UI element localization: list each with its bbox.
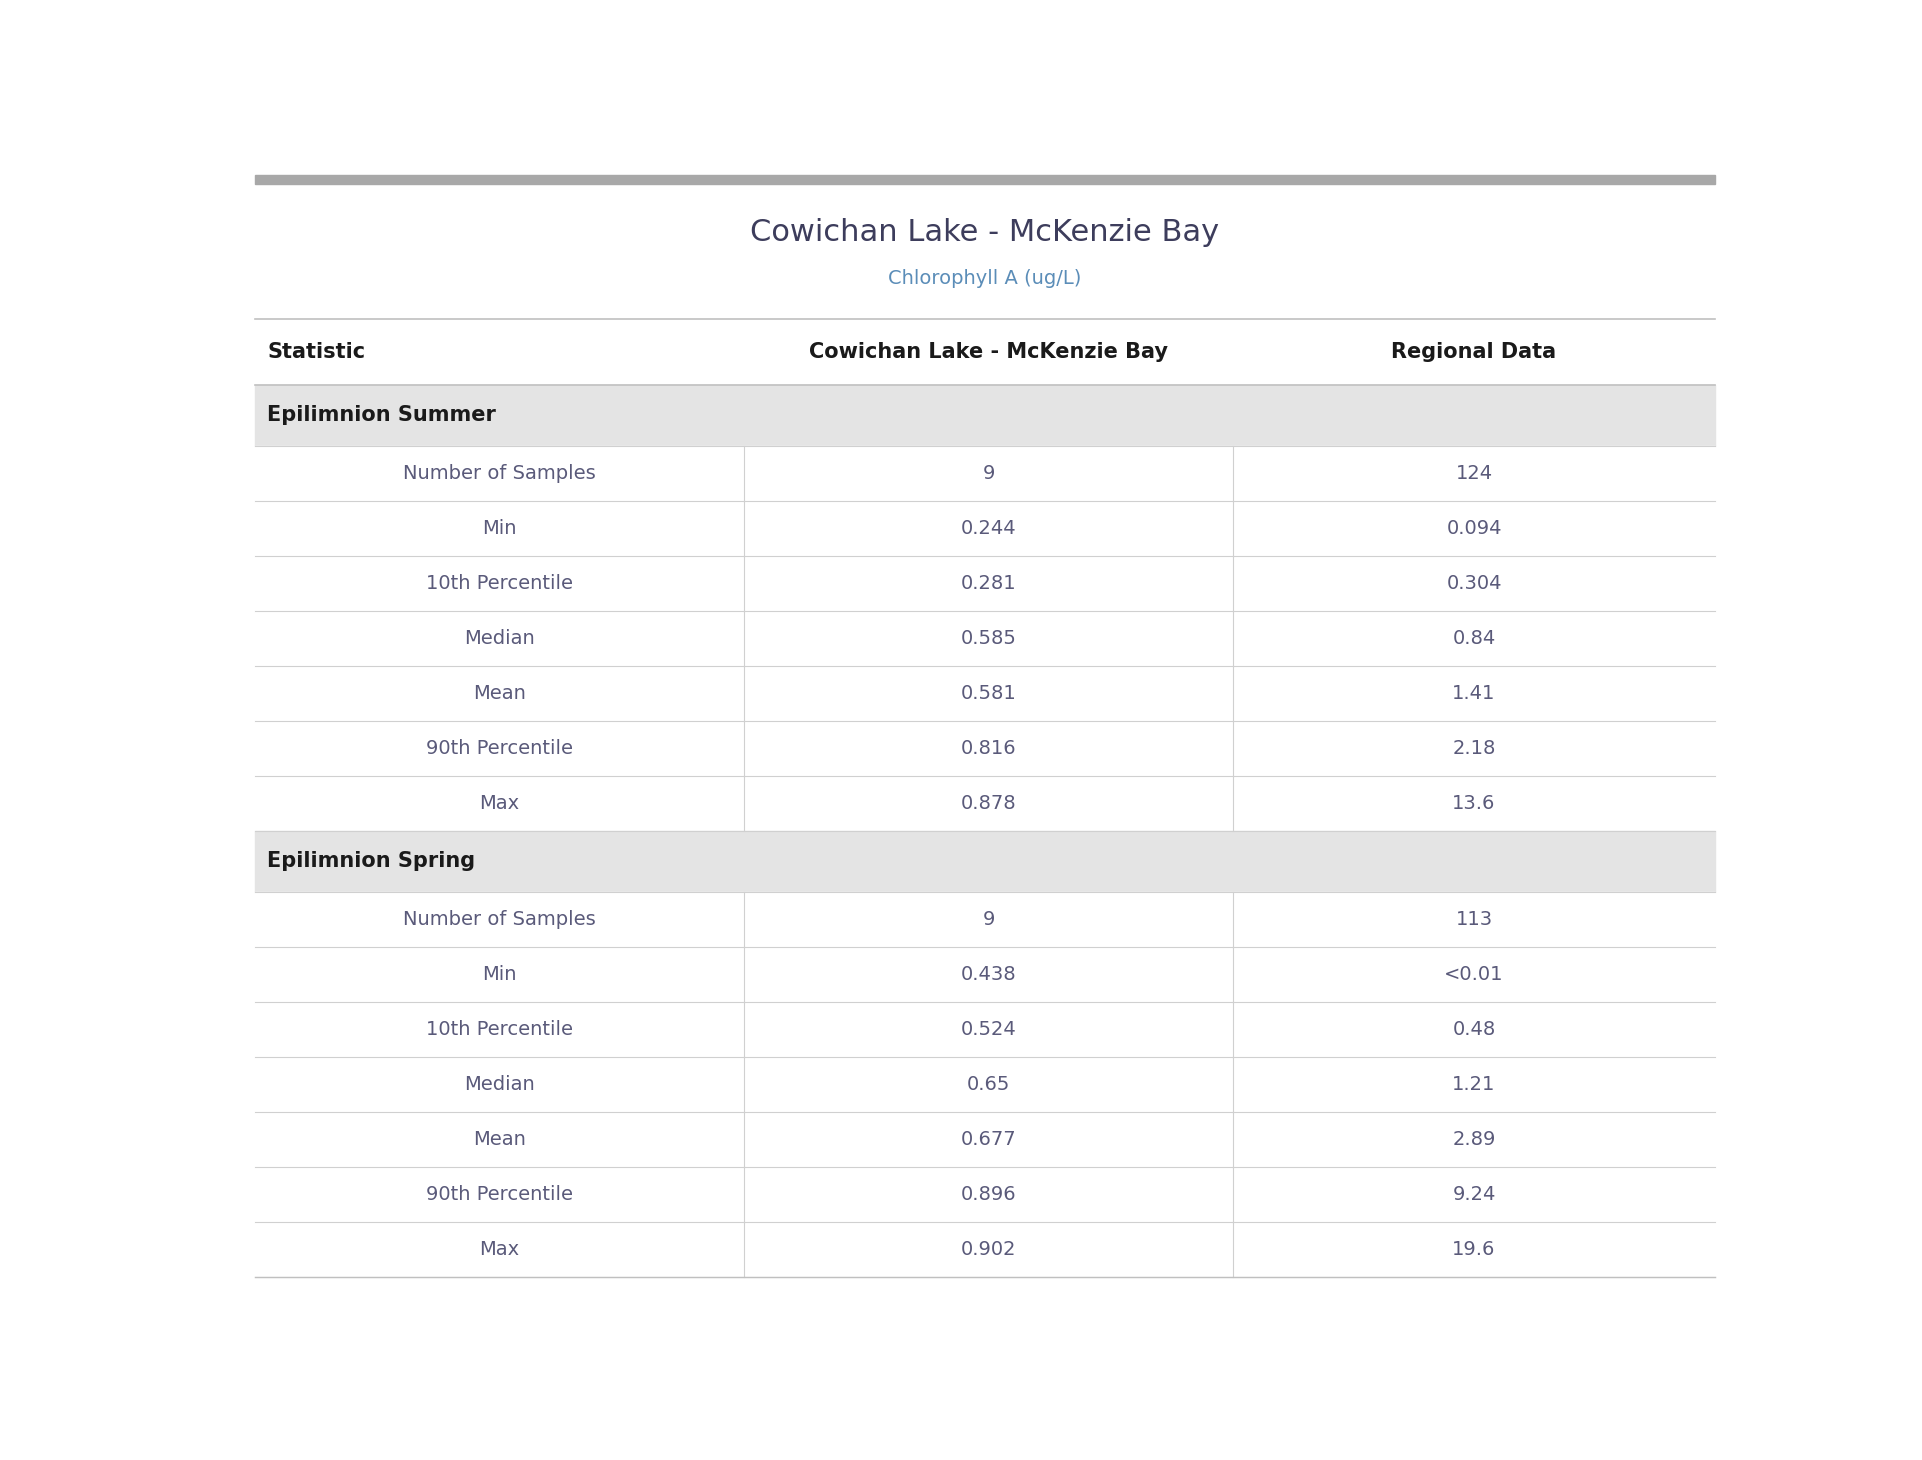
Text: 10th Percentile: 10th Percentile xyxy=(427,1019,573,1038)
Bar xyxy=(256,1111,1714,1167)
Text: 19.6: 19.6 xyxy=(1453,1240,1495,1259)
Bar xyxy=(256,1167,1714,1222)
Text: 0.281: 0.281 xyxy=(961,574,1017,593)
Bar xyxy=(256,775,1714,831)
Bar xyxy=(256,1222,1714,1278)
Text: 124: 124 xyxy=(1455,464,1493,483)
Text: 0.84: 0.84 xyxy=(1453,629,1495,648)
Text: 13.6: 13.6 xyxy=(1453,794,1495,813)
Bar xyxy=(256,556,1714,610)
Text: 113: 113 xyxy=(1455,910,1493,929)
Text: 0.902: 0.902 xyxy=(961,1240,1017,1259)
Text: Median: Median xyxy=(465,629,534,648)
Text: 90th Percentile: 90th Percentile xyxy=(427,1186,573,1204)
Text: Statistic: Statistic xyxy=(267,342,365,362)
Text: Max: Max xyxy=(480,794,519,813)
Text: Mean: Mean xyxy=(473,683,527,702)
Text: 2.89: 2.89 xyxy=(1453,1130,1495,1149)
Text: 0.581: 0.581 xyxy=(961,683,1017,702)
Text: Regional Data: Regional Data xyxy=(1392,342,1557,362)
Bar xyxy=(256,831,1714,892)
Text: Chlorophyll A (ug/L): Chlorophyll A (ug/L) xyxy=(888,269,1082,288)
Text: 0.094: 0.094 xyxy=(1445,518,1501,537)
Text: 90th Percentile: 90th Percentile xyxy=(427,739,573,758)
Bar xyxy=(256,946,1714,1002)
Text: 0.244: 0.244 xyxy=(961,518,1017,537)
Text: 0.304: 0.304 xyxy=(1445,574,1501,593)
Text: 0.816: 0.816 xyxy=(961,739,1017,758)
Text: 0.524: 0.524 xyxy=(961,1019,1017,1038)
Text: 9.24: 9.24 xyxy=(1453,1186,1495,1204)
Text: Cowichan Lake - McKenzie Bay: Cowichan Lake - McKenzie Bay xyxy=(750,218,1220,247)
Text: 0.48: 0.48 xyxy=(1453,1019,1495,1038)
Text: 0.677: 0.677 xyxy=(961,1130,1017,1149)
Text: 0.65: 0.65 xyxy=(967,1075,1011,1094)
Bar xyxy=(256,610,1714,666)
Bar xyxy=(256,445,1714,501)
Text: Mean: Mean xyxy=(473,1130,527,1149)
Text: 9: 9 xyxy=(982,464,996,483)
Bar xyxy=(256,1002,1714,1057)
Text: Epilimnion Summer: Epilimnion Summer xyxy=(267,406,496,425)
Text: Min: Min xyxy=(482,518,517,537)
Bar xyxy=(256,501,1714,556)
Text: Cowichan Lake - McKenzie Bay: Cowichan Lake - McKenzie Bay xyxy=(809,342,1169,362)
Text: Min: Min xyxy=(482,965,517,984)
Text: <0.01: <0.01 xyxy=(1443,965,1503,984)
Text: 0.896: 0.896 xyxy=(961,1186,1017,1204)
Bar xyxy=(256,666,1714,721)
Text: Median: Median xyxy=(465,1075,534,1094)
Text: Max: Max xyxy=(480,1240,519,1259)
Bar xyxy=(256,721,1714,775)
Text: 2.18: 2.18 xyxy=(1453,739,1495,758)
Text: Number of Samples: Number of Samples xyxy=(404,910,596,929)
Bar xyxy=(256,1057,1714,1111)
Text: 1.41: 1.41 xyxy=(1453,683,1495,702)
Text: 10th Percentile: 10th Percentile xyxy=(427,574,573,593)
Text: Epilimnion Spring: Epilimnion Spring xyxy=(267,851,475,872)
Text: 9: 9 xyxy=(982,910,996,929)
Bar xyxy=(256,320,1714,385)
Text: 0.878: 0.878 xyxy=(961,794,1017,813)
Text: Number of Samples: Number of Samples xyxy=(404,464,596,483)
Bar xyxy=(256,385,1714,445)
Bar xyxy=(256,892,1714,946)
Text: 1.21: 1.21 xyxy=(1453,1075,1495,1094)
Text: 0.438: 0.438 xyxy=(961,965,1017,984)
Text: 0.585: 0.585 xyxy=(961,629,1017,648)
Bar xyxy=(256,175,1714,184)
